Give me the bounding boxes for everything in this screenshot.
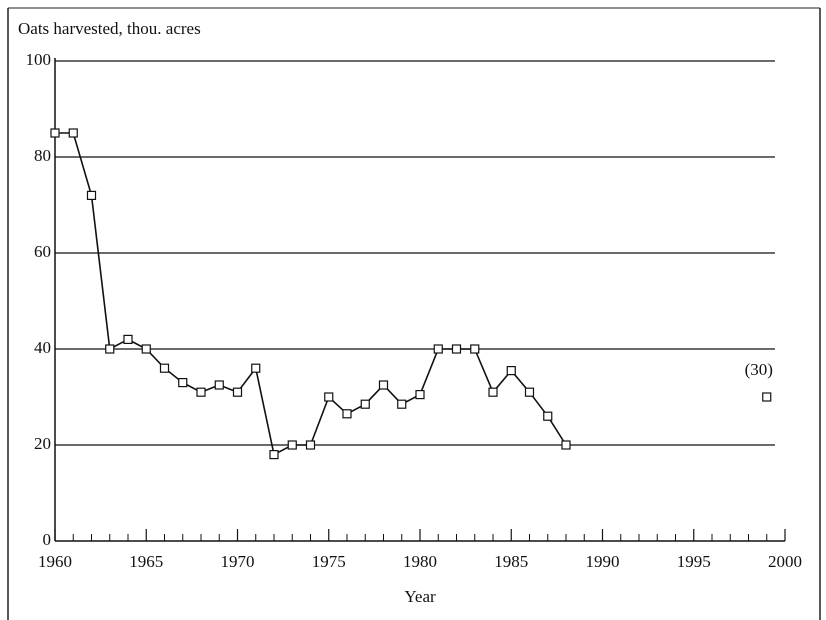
x-tick-label: 2000 (768, 552, 802, 571)
marker (159, 363, 170, 373)
marker (141, 344, 151, 354)
marker (415, 390, 425, 400)
marker (269, 450, 279, 460)
line (55, 132, 567, 456)
marker (524, 387, 535, 397)
marker (378, 380, 389, 390)
y-tick-label: 100 (26, 50, 52, 69)
marker (470, 344, 480, 354)
marker (506, 366, 516, 376)
y-tick-label: 20 (34, 434, 51, 453)
y-tick-label: 40 (34, 338, 51, 357)
x-tick-label: 1965 (129, 552, 163, 571)
marker (762, 392, 772, 402)
marker (543, 411, 553, 421)
marker (123, 334, 133, 344)
marker (561, 440, 571, 450)
marker (305, 440, 316, 450)
marker (287, 440, 297, 450)
marker (178, 378, 188, 388)
x-tick-label: 1980 (403, 552, 437, 571)
marker (214, 380, 224, 390)
marker (488, 387, 498, 397)
x-tick-label: 1975 (312, 552, 346, 571)
y-tick-label: 80 (34, 146, 51, 165)
marker (232, 387, 243, 397)
y-tick-label: 0 (43, 530, 52, 549)
marker (360, 399, 370, 409)
marker (324, 392, 334, 402)
marker (68, 128, 78, 138)
marker (251, 363, 261, 373)
x-tick-label: 1970 (221, 552, 255, 571)
marker (50, 128, 60, 138)
x-tick-label: 1960 (38, 552, 72, 571)
x-axis-label: Year (404, 587, 436, 606)
marker (451, 344, 462, 354)
y-tick-label: 60 (34, 242, 51, 261)
marker (397, 399, 407, 409)
marker (196, 387, 206, 397)
x-tick-label: 1995 (677, 552, 711, 571)
marker (433, 344, 443, 354)
marker (105, 344, 115, 354)
marker (342, 409, 352, 419)
marker (86, 190, 97, 200)
data-label: (30) (745, 360, 773, 379)
x-tick-label: 1985 (494, 552, 528, 571)
x-tick-label: 1990 (586, 552, 620, 571)
y-axis-label: Oats harvested, thou. acres (18, 19, 201, 38)
